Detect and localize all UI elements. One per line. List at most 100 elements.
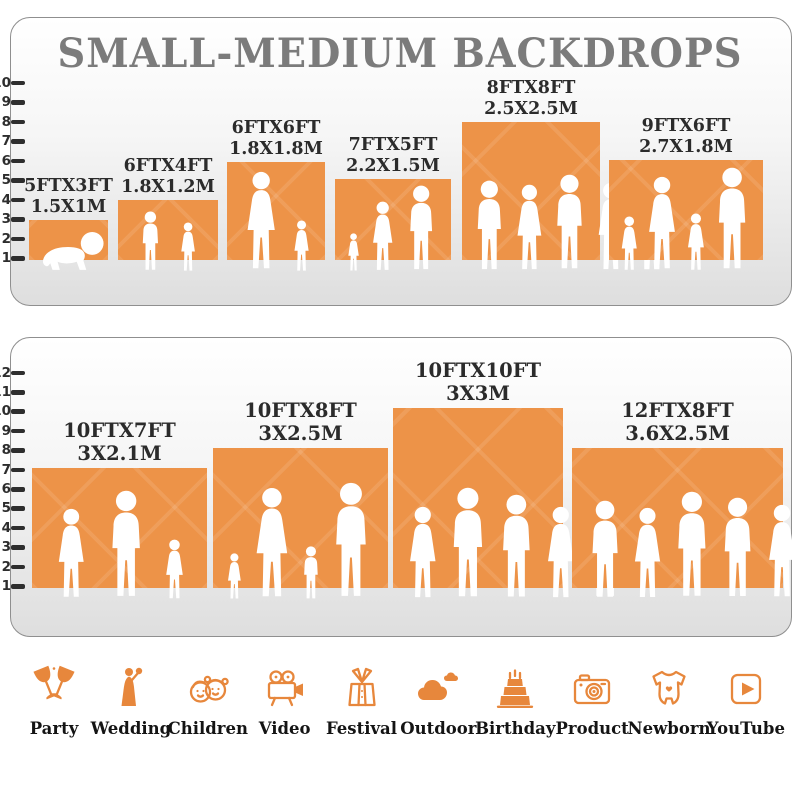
newborn-icon	[652, 670, 686, 705]
ruler-tick: 6	[0, 154, 26, 168]
ruler-tick-mark	[11, 564, 25, 570]
product-icon	[573, 674, 611, 705]
ruler-tick-number: 4	[1, 191, 11, 208]
ruler-tick-number: 7	[1, 133, 11, 150]
backdrop-rect	[462, 122, 600, 260]
ruler-tick-number: 11	[0, 384, 11, 400]
ruler-tick-mark	[11, 390, 25, 395]
category-product: Product	[555, 665, 629, 738]
ruler-tick-mark	[11, 197, 25, 203]
category-outdoor: Outdoor	[400, 665, 477, 738]
ruler-tick: 5	[0, 501, 26, 515]
backdrop-size-label: 9FTX6FT 2.7X1.8M	[639, 116, 733, 157]
category-label: Festival	[325, 719, 398, 738]
ruler-tick-mark	[11, 467, 25, 473]
backdrop-size-label: 5FTX3FT 1.5X1M	[24, 176, 113, 217]
ruler-tick: 10	[0, 76, 26, 90]
festival-icon	[347, 667, 376, 707]
ruler-tick-number: 5	[1, 500, 11, 517]
ruler-tick-mark	[11, 584, 25, 589]
ruler-tick: 6	[0, 482, 26, 496]
category-youtube: YouTube	[706, 665, 785, 738]
category-label: Wedding	[90, 719, 172, 738]
ruler-tick-mark	[11, 256, 25, 261]
ruler-tick-mark	[11, 506, 25, 511]
backdrop-size-feet: 6FTX6FT	[231, 118, 321, 138]
backdrop-size-feet: 10FTX8FT	[244, 399, 357, 422]
ruler-tick: 7	[0, 463, 26, 477]
ruler-tick-number: 9	[1, 422, 11, 439]
ruler-tick-number: 1	[1, 250, 11, 266]
outdoor-icon	[418, 672, 459, 700]
backdrop-size-meters: 2.7X1.8M	[639, 136, 733, 157]
ruler-tick-mark	[11, 448, 25, 453]
ruler-tick-number: 7	[1, 461, 11, 478]
backdrop-size-feet: 9FTX6FT	[641, 116, 731, 136]
party-icon	[33, 665, 75, 700]
ruler-tick-mark	[11, 139, 25, 144]
ruler-tick: 1	[0, 251, 26, 265]
category-video: Video	[249, 665, 321, 738]
wedding-icon	[121, 667, 143, 706]
backdrop-size-label: 12FTX8FT 3.6X2.5M	[621, 399, 734, 445]
ruler-tick-mark	[11, 119, 25, 125]
category-label: Birthday	[475, 719, 556, 738]
ruler-tick: 2	[0, 560, 26, 574]
backdrop-size-label: 10FTX7FT 3X2.1M	[63, 419, 176, 465]
youtube-icon	[730, 673, 762, 705]
category-label: YouTube	[706, 719, 785, 738]
ruler-tick-number: 6	[1, 481, 11, 497]
ruler-tick-mark	[11, 370, 25, 376]
category-newborn: Newborn	[628, 665, 711, 738]
category-label: Outdoor	[400, 719, 477, 738]
backdrop-size-label: 6FTX6FT 1.8X1.8M	[229, 118, 323, 159]
backdrop-rect	[213, 448, 388, 588]
backdrop-size-meters: 3X2.1M	[77, 442, 162, 465]
backdrop-size-meters: 2.2X1.5M	[346, 155, 440, 176]
ruler-tick: 8	[0, 443, 26, 457]
category-children: Children	[168, 665, 248, 738]
backdrop-size-meters: 3.6X2.5M	[625, 422, 730, 445]
backdrop-rect	[29, 220, 108, 260]
ruler-tick-number: 1	[1, 578, 11, 594]
page-title: SMALL-MEDIUM BACKDROPS	[57, 30, 743, 77]
backdrop-size-feet: 10FTX10FT	[414, 359, 542, 382]
ruler-tick-number: 2	[1, 230, 11, 247]
ruler-tick-number: 6	[1, 152, 11, 169]
ruler-tick: 4	[0, 193, 26, 207]
category-label: Video	[258, 719, 311, 738]
ruler-tick: 1	[0, 579, 26, 593]
backdrop-size-label: 8FTX8FT 2.5X2.5M	[484, 78, 578, 119]
backdrop-size-feet: 10FTX7FT	[63, 419, 176, 442]
ruler-tick-mark	[11, 409, 25, 414]
ruler-tick-number: 3	[1, 211, 11, 228]
ruler-tick-mark	[11, 178, 25, 183]
ruler-tick-number: 8	[1, 442, 11, 459]
category-label: Children	[167, 719, 248, 738]
backdrop-size-feet: 6FTX4FT	[123, 156, 213, 176]
backdrop-size-feet: 5FTX3FT	[24, 176, 113, 196]
backdrop-size-meters: 1.8X1.2M	[121, 176, 215, 197]
ruler-tick: 8	[0, 115, 26, 129]
category-birthday: Birthday	[475, 665, 555, 738]
ruler-tick-number: 2	[1, 558, 11, 575]
ruler-tick: 3	[0, 212, 26, 226]
backdrop-size-feet: 12FTX8FT	[621, 399, 734, 422]
backdrop-size-label: 10FTX8FT 3X2.5M	[244, 399, 357, 445]
ruler-tick-number: 12	[0, 364, 11, 381]
ruler-tick-number: 10	[0, 74, 11, 91]
category-row: Party Wedding Children Video Festival Ou…	[18, 665, 785, 738]
ruler-tick-number: 5	[1, 172, 11, 189]
ruler-tick-number: 8	[1, 113, 11, 130]
backdrop-size-feet: 8FTX8FT	[486, 78, 576, 98]
ruler-tick: 4	[0, 521, 26, 535]
backdrop-rect	[393, 408, 563, 588]
ruler-tick-mark	[11, 100, 25, 105]
backdrop-size-meters: 1.8X1.8M	[229, 138, 323, 159]
ruler-tick-mark	[11, 236, 25, 242]
ruler-tick-mark	[11, 158, 25, 164]
children-icon	[189, 675, 229, 703]
backdrop-rect	[227, 162, 325, 260]
ruler-tick-mark	[11, 217, 25, 222]
ruler-tick-mark	[11, 428, 25, 434]
